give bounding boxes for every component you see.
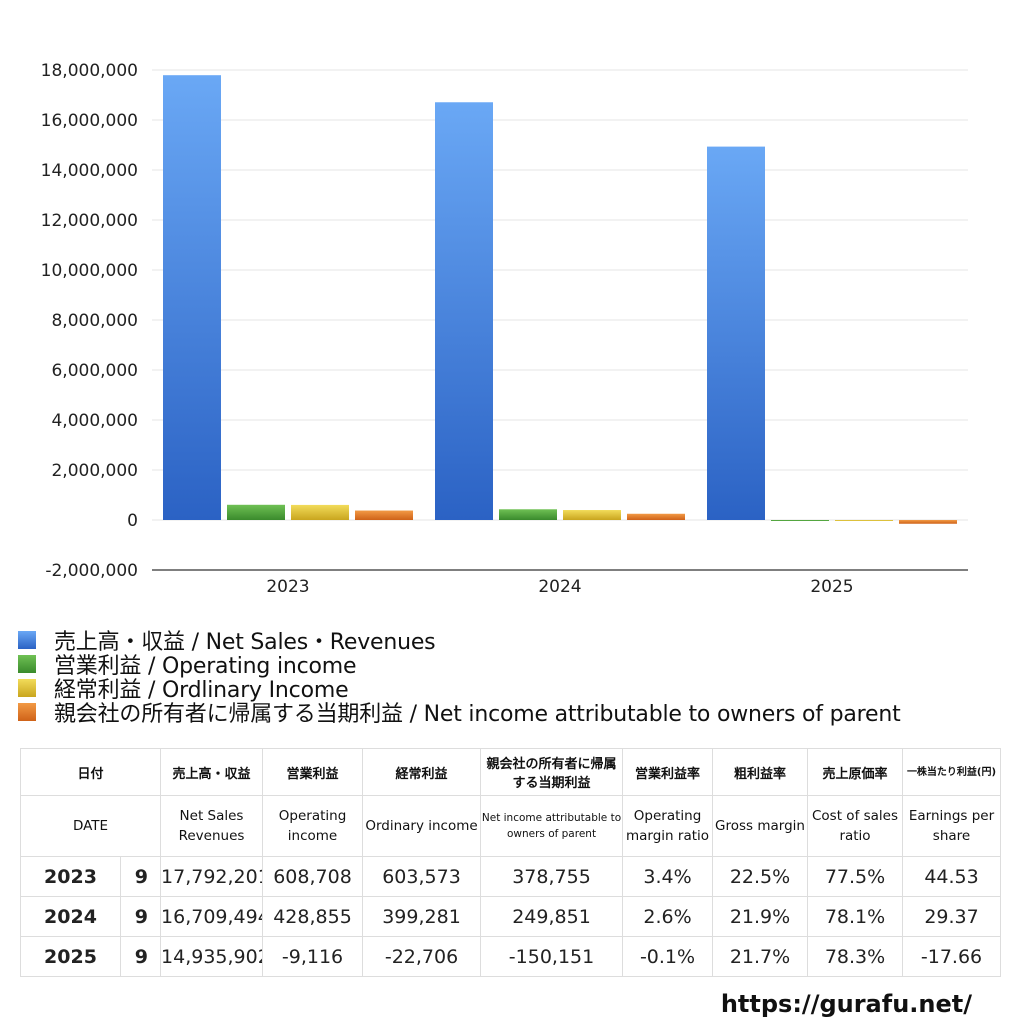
legend-item-net-income: 親会社の所有者に帰属する当期利益 / Net income attributab…: [18, 700, 901, 727]
bar-chart: -2,000,000 0 2,000,000 4,000,000 6,000,000 8,…: [41, 61, 968, 597]
header-operating-margin-en: Operating margin ratio: [622, 795, 714, 857]
cell-operating-margin: 2.6%: [622, 896, 714, 937]
x-tick-label: 2023: [266, 577, 309, 597]
header-row-jp: 日付 売上高・収益 営業利益 経常利益 親会社の所有者に帰属する当期利益 営業利…: [19, 748, 1002, 796]
chart-legend: 売上高・収益 / Net Sales・Revenues 営業利益 / Opera…: [18, 628, 901, 727]
bar-1-1: [499, 509, 557, 520]
header-gross-margin-en: Gross margin: [712, 795, 809, 857]
table-row: 2025 9 14,935,902 -9,116 -22,706 -150,15…: [20, 936, 1002, 977]
y-tick-label: 2,000,000: [51, 461, 138, 481]
y-tick-label: -2,000,000: [45, 561, 138, 581]
cell-cost-ratio: 78.1%: [807, 896, 904, 937]
header-operating-income-en: Operating income: [262, 795, 364, 857]
bar-2-3: [899, 520, 957, 524]
bar-2-2: [835, 520, 893, 521]
bar-2-1: [771, 520, 829, 521]
row-month: 9: [119, 896, 162, 937]
bar-0-2: [291, 504, 349, 520]
cell-gross-margin: 22.5%: [712, 856, 809, 897]
legend-item-operating-income: 営業利益 / Operating income: [18, 652, 901, 679]
cell-operating-income: -9,116: [262, 936, 364, 977]
y-tick-label: 12,000,000: [41, 211, 138, 231]
row-month: 9: [119, 936, 162, 977]
header-date-jp: 日付: [19, 748, 162, 796]
x-tick-label: 2025: [810, 577, 853, 597]
header-ordinary-income-jp: 経常利益: [362, 748, 482, 796]
bar-0-1: [227, 504, 285, 520]
header-net-sales-en: Net Sales Revenues: [160, 795, 264, 857]
y-tick-label: 18,000,000: [41, 61, 138, 81]
header-ordinary-income-en: Ordinary income: [362, 795, 482, 857]
legend-swatch-operating-income: [18, 655, 36, 673]
y-tick-label: 10,000,000: [41, 261, 138, 281]
header-cost-ratio-en: Cost of sales ratio: [807, 795, 904, 857]
y-tick-label: 4,000,000: [51, 411, 138, 431]
cell-operating-income: 428,855: [262, 896, 364, 937]
row-year: 2023: [20, 856, 121, 897]
x-tick-label: 2024: [538, 577, 581, 597]
table-row: 2024 9 16,709,494 428,855 399,281 249,85…: [20, 896, 1002, 937]
cell-operating-income: 608,708: [262, 856, 364, 897]
header-eps-jp: 一株当たり利益(円): [902, 748, 1002, 796]
header-eps-en: Earnings per share: [902, 795, 1002, 857]
table-row: 2023 9 17,792,201 608,708 603,573 378,75…: [20, 856, 1002, 897]
site-url: https://gurafu.net/: [720, 990, 972, 1018]
bar-1-2: [563, 510, 621, 520]
y-tick-label: 14,000,000: [41, 161, 138, 181]
legend-swatch-net-income: [18, 703, 36, 721]
cell-eps: -17.66: [902, 936, 1002, 977]
bar-0-3: [355, 510, 413, 520]
financial-table: 日付 売上高・収益 営業利益 経常利益 親会社の所有者に帰属する当期利益 営業利…: [19, 748, 1002, 977]
cell-gross-margin: 21.7%: [712, 936, 809, 977]
cell-net-income: 249,851: [480, 896, 624, 937]
y-tick-label: 8,000,000: [51, 311, 138, 331]
cell-cost-ratio: 78.3%: [807, 936, 904, 977]
cell-operating-margin: 3.4%: [622, 856, 714, 897]
y-tick-label: 6,000,000: [51, 361, 138, 381]
header-row-en: DATE Net Sales Revenues Operating income…: [19, 795, 1002, 857]
cell-net-income: -150,151: [480, 936, 624, 977]
header-operating-margin-jp: 営業利益率: [622, 748, 714, 796]
legend-label: 売上高・収益 / Net Sales・Revenues: [54, 630, 436, 655]
cell-operating-margin: -0.1%: [622, 936, 714, 977]
header-operating-income-jp: 営業利益: [262, 748, 364, 796]
legend-swatch-ordinary-income: [18, 679, 36, 697]
row-month: 9: [119, 856, 162, 897]
cell-net-sales: 16,709,494: [160, 896, 264, 937]
legend-label: 親会社の所有者に帰属する当期利益 / Net income attributab…: [54, 702, 901, 727]
cell-eps: 44.53: [902, 856, 1002, 897]
y-tick-label: 0: [127, 511, 138, 531]
cell-ordinary-income: 399,281: [362, 896, 482, 937]
row-year: 2025: [20, 936, 121, 977]
bar-0-0: [163, 75, 221, 520]
cell-ordinary-income: -22,706: [362, 936, 482, 977]
bar-2-0: [707, 146, 765, 520]
header-date-en: DATE: [19, 795, 162, 857]
y-tick-label: 16,000,000: [41, 111, 138, 131]
cell-cost-ratio: 77.5%: [807, 856, 904, 897]
cell-net-income: 378,755: [480, 856, 624, 897]
header-gross-margin-jp: 粗利益率: [712, 748, 809, 796]
cell-ordinary-income: 603,573: [362, 856, 482, 897]
legend-item-net-sales: 売上高・収益 / Net Sales・Revenues: [18, 628, 901, 655]
legend-label: 経常利益 / Ordlinary Income: [54, 678, 349, 703]
cell-gross-margin: 21.9%: [712, 896, 809, 937]
header-net-income-en: Net income attributable to owners of par…: [480, 795, 624, 857]
header-net-sales-jp: 売上高・収益: [160, 748, 264, 796]
header-net-income-jp: 親会社の所有者に帰属する当期利益: [480, 748, 624, 796]
legend-label: 営業利益 / Operating income: [54, 654, 357, 679]
cell-net-sales: 17,792,201: [160, 856, 264, 897]
bar-1-3: [627, 513, 685, 520]
cell-net-sales: 14,935,902: [160, 936, 264, 977]
legend-item-ordinary-income: 経常利益 / Ordlinary Income: [18, 676, 901, 703]
legend-swatch-net-sales: [18, 631, 36, 649]
header-cost-ratio-jp: 売上原価率: [807, 748, 904, 796]
row-year: 2024: [20, 896, 121, 937]
bar-1-0: [435, 102, 493, 521]
cell-eps: 29.37: [902, 896, 1002, 937]
